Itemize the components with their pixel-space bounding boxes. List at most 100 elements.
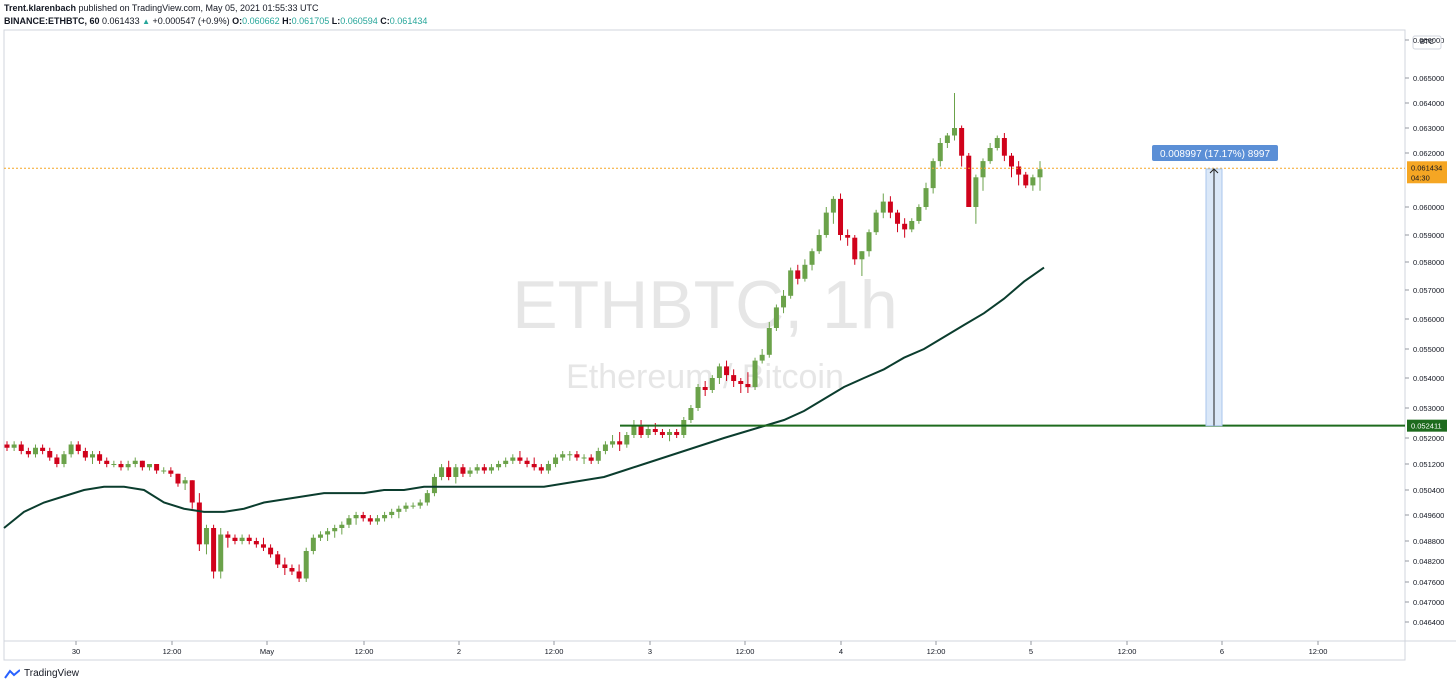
candle-body [1030,177,1036,186]
symbol-label[interactable]: BINANCE:ETHBTC, 60 [4,16,100,26]
candle [446,460,452,481]
price-badge-value: 0.061434 [1411,163,1442,172]
candle-body [282,564,288,568]
candle [752,357,758,390]
candle-body [652,429,658,432]
x-tick-label: 12:00 [163,647,182,656]
candle-body [887,201,893,213]
y-tick: 0.066000 [1405,36,1444,45]
candle [11,441,17,451]
candle [232,534,238,545]
candle-body [68,444,74,455]
x-tick-label: 12:00 [1118,647,1137,656]
candle-body [952,128,958,136]
candle [980,158,986,191]
y-tick-label: 0.051200 [1413,460,1444,469]
candle [40,444,46,455]
candle [638,420,644,438]
candle [296,564,302,582]
candle-body [225,534,231,538]
candle [97,451,103,464]
candle-body [196,502,202,545]
candle [731,369,737,387]
candle-body [97,454,103,461]
support-price-badge: 0.052411 [1407,419,1447,432]
candle [353,511,359,525]
candle-body [488,467,494,471]
candle-body [460,467,466,474]
candle [952,93,958,141]
candle-body [118,464,124,468]
candle-body [47,451,53,458]
candle [346,515,352,528]
candle-body [189,480,195,503]
candle [1030,174,1036,191]
candle [175,473,181,487]
y-tick: 0.053000 [1405,404,1444,413]
y-tick-label: 0.047600 [1413,578,1444,587]
candle [47,447,53,461]
candle-body [531,464,537,468]
candle [225,531,231,548]
candle [132,457,138,468]
y-tick-label: 0.062000 [1413,149,1444,158]
candle-body [467,470,473,474]
y-tick-label: 0.057000 [1413,286,1444,295]
y-tick: 0.064000 [1405,99,1444,108]
candle [310,534,316,555]
y-tick: 0.060000 [1405,203,1444,212]
y-tick-label: 0.047000 [1413,598,1444,607]
price-change: +0.000547 (+0.9%) [152,16,230,26]
candle [966,153,972,207]
candle [595,447,601,464]
currency-box[interactable] [1412,35,1442,50]
candle-body [253,541,259,545]
tradingview-logo[interactable]: TradingView [4,668,79,679]
candle-body [40,447,46,451]
candle [531,457,537,471]
y-tick: 0.049600 [1405,511,1444,520]
candle-body [823,212,829,235]
candle [488,464,494,474]
time-axis[interactable]: 30 12:00 May 12:00 2 12:00 3 12:00 4 12:00 5 12:00 6… [72,641,1328,656]
candle-body [339,524,345,528]
candle [816,229,822,254]
candle [866,229,872,257]
measure-tool[interactable]: 0.008997 (17.17%) 8997 [1152,145,1278,427]
candle-body [994,138,1000,148]
candle [246,534,252,545]
candle [631,420,637,438]
candle-body [752,360,758,387]
author-name[interactable]: Trent.klarenbach [4,3,77,13]
x-tick-label: 3 [648,647,652,656]
candle [18,441,24,455]
candle-body [353,515,359,519]
candle [439,464,445,481]
y-tick: 0.050400 [1405,486,1444,495]
candle [218,528,224,579]
candle [396,505,402,519]
y-tick: 0.056000 [1405,315,1444,324]
candle-body [25,451,31,455]
candle-body [595,451,601,461]
candle [617,432,623,451]
x-tick: 2 [457,641,461,656]
candle [146,464,152,471]
candle [253,537,259,548]
candle [823,207,829,238]
price-axis[interactable]: 0.066000 0.065000 0.064000 0.063000 0.062000… [1405,36,1447,627]
candle-body [581,457,587,459]
candle-body [816,235,822,252]
candle [838,193,844,241]
candle-body [424,493,430,503]
y-tick-label: 0.065000 [1413,74,1444,83]
low-label: L: [331,16,341,26]
candle [403,502,409,512]
candle-body [702,387,708,390]
y-tick-label: 0.056000 [1413,315,1444,324]
candle-body [973,177,979,207]
candle-body [809,251,815,265]
candle-body [838,198,844,235]
candle-body [161,470,167,472]
